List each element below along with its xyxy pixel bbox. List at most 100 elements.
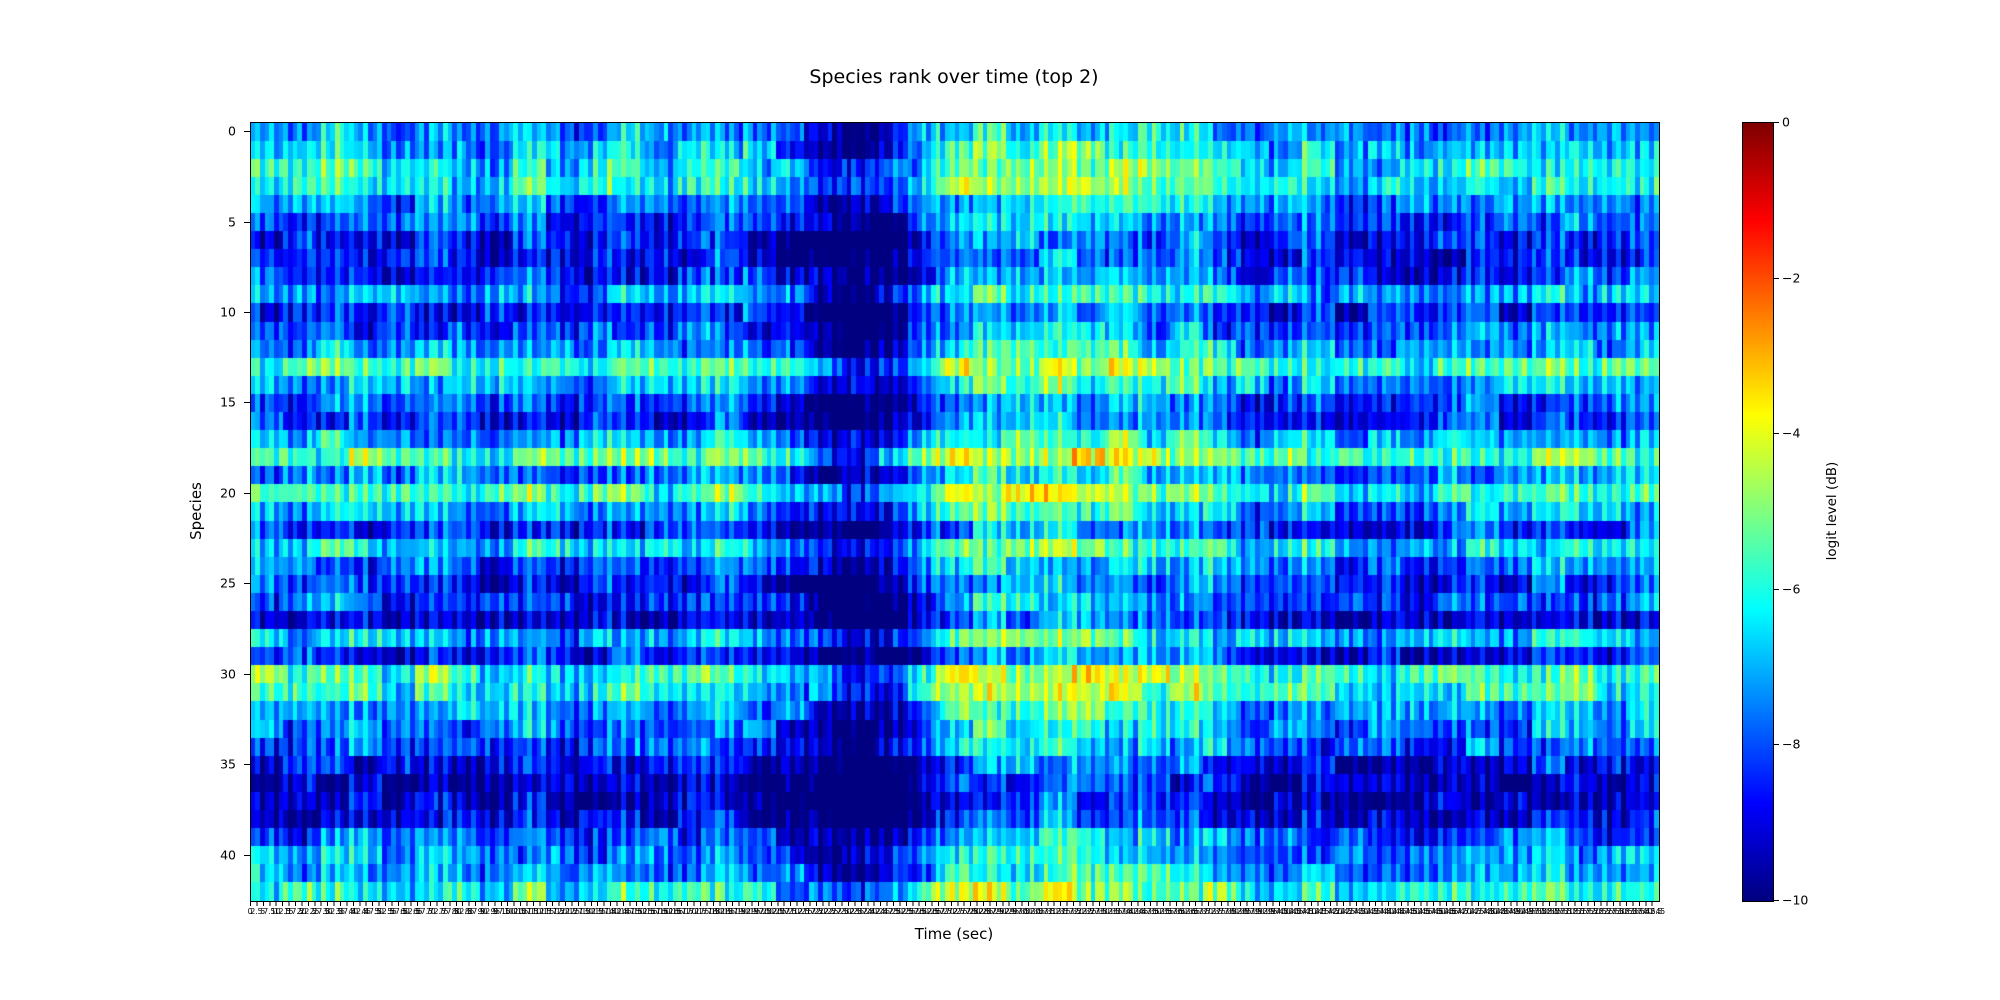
x-tick-label: 100: [501, 907, 516, 916]
x-tick-label: 135: [591, 907, 606, 916]
x-tick-label: 57.5: [390, 907, 407, 916]
x-tick-label: 542.5: [1640, 907, 1663, 916]
colorbar-tick-label: −10: [1782, 892, 1809, 908]
x-tick-label: 357.5: [1162, 907, 1185, 916]
x-tick-label: 45: [361, 907, 372, 916]
y-tick-label: 5: [228, 214, 236, 229]
colorbar-canvas: [1743, 123, 1773, 901]
x-tick-label: 62.5: [403, 907, 420, 916]
x-tick-label: 282.5: [969, 907, 991, 916]
x-tick-label: 170: [682, 907, 697, 916]
x-tick-label: 217.5: [801, 907, 823, 916]
x-tick-label: 295: [1004, 907, 1020, 916]
x-tick-label: 387.5: [1240, 907, 1262, 916]
x-tick-label: 140: [604, 907, 619, 916]
x-tick-label: 42.5: [351, 907, 369, 916]
x-tick-label: 540: [1637, 907, 1653, 916]
colorbar-tick-label: −2: [1782, 270, 1801, 286]
x-tick-label: 367.5: [1188, 907, 1211, 916]
x-tick-label: 132.5: [581, 907, 604, 916]
x-tick-label: 290: [992, 907, 1007, 916]
x-tick-label: 350: [1147, 907, 1162, 916]
x-tick-label: 47.5: [364, 907, 382, 916]
x-tick-label: 520: [1586, 907, 1601, 916]
x-tick-label: 30: [322, 907, 333, 916]
x-tick-label: 497.5: [1524, 907, 1547, 916]
x-tick-label: 215: [798, 907, 813, 916]
x-tick-label: 50: [374, 907, 384, 916]
x-tick-label: 297.5: [1007, 907, 1030, 916]
x-tick-label: 245: [875, 907, 891, 916]
x-tick-label: 492.5: [1511, 907, 1534, 916]
x-tick-label: 510: [1560, 907, 1575, 916]
x-tick-label: 130: [578, 907, 594, 916]
x-tick-label: 60: [400, 907, 410, 916]
x-axis-label: Time (sec): [914, 925, 994, 943]
x-tick-label: 115: [539, 907, 555, 916]
x-tick-label: 480: [1482, 907, 1498, 916]
x-tick-label: 212.5: [788, 907, 810, 916]
x-tick-label: 347.5: [1137, 907, 1159, 916]
x-tick-label: 82.5: [454, 907, 472, 916]
x-tick-label: 360: [1172, 907, 1188, 916]
x-tick-label: 442.5: [1382, 907, 1404, 916]
heatmap-canvas: [251, 123, 1659, 901]
x-tick-label: 160: [656, 907, 671, 916]
x-tick-label: 255: [901, 907, 916, 916]
x-tick-label: 90: [477, 907, 488, 916]
x-tick-label: 157.5: [646, 907, 668, 916]
x-tick-label: 190: [733, 907, 749, 916]
x-tick-label: 307.5: [1033, 907, 1056, 916]
x-tick-label: 410: [1302, 907, 1317, 916]
x-tick-label: 450: [1405, 907, 1420, 916]
x-tick-label: 2.5: [250, 907, 263, 916]
x-tick-label: 440: [1379, 907, 1394, 916]
x-tick-label: 500: [1534, 907, 1549, 916]
x-tick-label: 452.5: [1408, 907, 1430, 916]
x-tick-label: 470: [1457, 907, 1472, 916]
x-tick-label: 407.5: [1292, 907, 1314, 916]
x-tick-label: 532.5: [1614, 907, 1637, 916]
x-tick-label: 272.5: [943, 907, 965, 916]
x-tick-label: 200: [759, 907, 774, 916]
x-tick-label: 537.5: [1627, 907, 1650, 916]
y-tick-mark: [244, 583, 250, 585]
colorbar-tick-mark: [1773, 277, 1779, 279]
x-tick-label: 400: [1276, 907, 1291, 916]
y-tick-label: 35: [220, 756, 236, 772]
x-tick-label: 72.5: [428, 907, 446, 916]
x-tick-label: 345: [1134, 907, 1149, 916]
x-tick-label: 325: [1082, 907, 1097, 916]
x-tick-label: 120: [552, 907, 568, 916]
x-tick-label: 327.5: [1085, 907, 1107, 916]
x-tick-label: 317.5: [1059, 907, 1081, 916]
colorbar-tick-mark: [1773, 588, 1779, 590]
x-tick-label: 105: [514, 907, 529, 916]
x-tick-label: 335: [1108, 907, 1123, 916]
x-tick-label: 230: [837, 907, 852, 916]
x-tick-label: 512.5: [1563, 907, 1585, 916]
x-tick-label: 225: [824, 907, 839, 916]
x-tick-label: 355: [1159, 907, 1175, 916]
colorbar-tick-mark: [1773, 900, 1779, 901]
x-tick-label: 75: [438, 907, 449, 916]
x-tick-label: 127.5: [568, 907, 591, 916]
x-tick-label: 37.5: [338, 907, 356, 916]
x-tick-label: 250: [888, 907, 904, 916]
y-axis-tick-labels: 0 5 10 15 20 25 30 35 40: [0, 122, 240, 900]
x-tick-label: 487.5: [1498, 907, 1521, 916]
x-tick-label: 285: [979, 907, 994, 916]
y-tick-label: 15: [220, 394, 236, 410]
x-tick-label: 110: [527, 907, 542, 916]
x-tick-label: 55: [387, 907, 397, 916]
x-axis-tick-labels: 0 2.5 5 7.5 10 12.5 15 17.5 20 22.5 25 27.5 30 32.5 35…: [248, 906, 1666, 919]
x-tick-label: 525: [1599, 907, 1614, 916]
colorbar-tick-mark: [1773, 744, 1779, 746]
x-tick-label: 280: [966, 907, 981, 916]
y-tick-label: 20: [220, 485, 236, 501]
x-tick-label: 365: [1185, 907, 1201, 916]
x-tick-label: 372.5: [1201, 907, 1224, 916]
x-axis-tick-marks: [250, 901, 1658, 906]
x-tick-label: 310: [1043, 907, 1059, 916]
colorbar-tick-label: −4: [1782, 425, 1801, 441]
